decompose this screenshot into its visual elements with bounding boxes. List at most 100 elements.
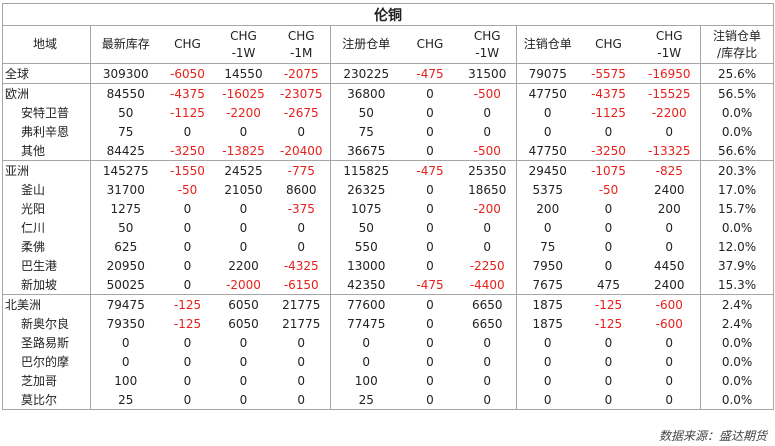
col-header-line: CHG (230, 28, 257, 43)
cancelled-ratio-cell: 0.0% (699, 218, 775, 237)
chg-cell: 0 (183, 335, 192, 350)
chg-1m-cell: -2675 (283, 105, 319, 120)
cancelled-ratio-cell: 2.4% (699, 314, 775, 333)
cancelled-ratio-cell: 0.0% (699, 371, 775, 390)
registered-chg-cell: 0 (426, 201, 434, 216)
chg-1m-cell: 0 (297, 373, 306, 388)
cancelled-warrants-cell: 1875 (516, 314, 579, 333)
registered-chg-1w-cell: -4400 (469, 277, 505, 292)
cancelled-chg-1w-cell: 0 (665, 124, 674, 139)
cancelled-chg-cell: 0 (604, 124, 613, 139)
cancelled-ratio-cell: 12.0% (699, 237, 775, 256)
col-header-line: -1M (290, 45, 313, 60)
registered-chg-1w-cell: 0 (483, 239, 492, 254)
chg-1m-cell: -375 (287, 201, 315, 216)
registered-chg-1w-cell: -500 (473, 143, 501, 158)
latest-stock-cell: 1275 (90, 199, 161, 218)
registered-chg-1w-cell: 6650 (471, 316, 503, 331)
cancelled-chg-1w-cell: 0 (665, 335, 674, 350)
cancelled-warrants-cell: 0 (516, 371, 579, 390)
cancelled-chg-cell: 0 (604, 335, 613, 350)
chg-1w-cell: 21050 (224, 182, 263, 197)
registered-chg-cell: -475 (401, 160, 459, 180)
chg-1m-cell: 0 (297, 239, 306, 254)
cancelled-chg-1w-cell: 0 (665, 220, 674, 235)
chg-cell: 0 (183, 277, 192, 292)
cancelled-ratio-cell: 0.0% (699, 103, 775, 122)
chg-1w-cell: 0 (214, 390, 273, 410)
chg-1w-cell: 0 (239, 239, 248, 254)
chg-1w-cell: 0 (239, 335, 248, 350)
chg-1w-cell: 0 (239, 220, 248, 235)
chg-1w-cell: 0 (239, 124, 248, 139)
cancelled-warrants-cell: 0 (516, 103, 579, 122)
chg-cell: -1550 (160, 160, 215, 180)
latest-stock-cell: 79475 (90, 294, 161, 314)
chg-cell: 0 (183, 373, 192, 388)
registered-chg-1w-cell: 31500 (458, 63, 517, 84)
latest-stock-cell: 0 (90, 333, 161, 352)
registered-chg-cell: 0 (426, 220, 434, 235)
latest-stock-cell: 145275 (90, 160, 161, 180)
cancelled-ratio-cell: 37.9% (699, 256, 775, 275)
registered-chg-cell: 0 (426, 373, 434, 388)
chg-1w-cell: 2200 (228, 258, 259, 273)
registered-chg-cell: 0 (426, 124, 434, 139)
cancelled-ratio-cell: 0.0% (699, 122, 775, 141)
chg-cell: -125 (173, 316, 202, 331)
col-header-line: CHG (416, 37, 444, 51)
cancelled-chg-1w-cell: 200 (657, 201, 681, 216)
chg-cell: 0 (183, 354, 192, 369)
latest-stock-cell: 25 (90, 390, 161, 410)
registered-warrants-cell: 25 (330, 390, 402, 410)
region-cell: 安特卫普 (2, 103, 91, 122)
registered-chg-cell: 0 (426, 182, 434, 197)
cancelled-chg-cell: -50 (598, 182, 619, 197)
table-title: 伦铜 (1, 3, 775, 26)
region-cell: 莫比尔 (2, 390, 91, 410)
cancelled-chg-1w-cell: 2400 (653, 182, 685, 197)
chg-cell: 0 (183, 258, 192, 273)
registered-chg-cell: 0 (426, 335, 434, 350)
region-cell: 全球 (2, 63, 91, 84)
cancelled-warrants-cell: 7675 (516, 275, 579, 295)
region-cell: 圣路易斯 (2, 333, 91, 352)
col-header-line: CHG (473, 28, 501, 43)
chg-1w-cell: 6050 (214, 294, 273, 314)
region-cell: 亚洲 (2, 160, 91, 180)
registered-chg-1w-cell: 0 (483, 220, 492, 235)
registered-warrants-cell: 100 (330, 371, 402, 390)
table-row: 巴生港 20950 0 2200 -4325 13000 0 -2250 7950 0 4450 37… (2, 256, 775, 275)
col-header-line: -1W (475, 45, 500, 60)
cancelled-chg-cell: 0 (578, 390, 639, 410)
table-row: 芝加哥 100 0 0 0 100 0 0 0 0 0 0.0% (2, 371, 775, 390)
registered-chg-1w-cell: -500 (458, 83, 517, 103)
chg-1m-cell: 0 (297, 354, 306, 369)
table-row: 亚洲 145275 -1550 24525 -775 115825 -475 25350 294… (2, 160, 775, 180)
registered-warrants-cell: 77475 (330, 314, 402, 333)
cancelled-warrants-cell: 79075 (516, 63, 579, 84)
latest-stock-cell: 50 (90, 103, 161, 122)
chg-1m-cell: 0 (297, 220, 306, 235)
cancelled-chg-1w-cell: -2200 (651, 105, 687, 120)
table-row: 光阳 1275 0 0 -375 1075 0 -200 200 0 200 15.7% (2, 199, 775, 218)
region-cell: 釜山 (2, 180, 91, 199)
col-header-line: 注册仓单 (342, 37, 391, 51)
table-row: 欧洲 84550 -4375 -16025 -23075 36800 0 -500 47750-… (2, 83, 775, 103)
registered-chg-1w-cell: 18650 (468, 182, 507, 197)
table-row: 其他 84425 -3250 -13825 -20400 36675 0 -500 47750-… (2, 141, 775, 161)
cancelled-ratio-cell: 0.0% (699, 333, 775, 352)
cancelled-warrants-cell: 0 (516, 218, 579, 237)
chg-cell: -3250 (170, 143, 205, 158)
cancelled-warrants-cell: 200 (516, 199, 579, 218)
latest-stock-cell: 75 (90, 122, 161, 141)
registered-warrants-cell: 36800 (330, 83, 402, 103)
region-cell: 北美洲 (2, 294, 91, 314)
registered-warrants-cell: 13000 (330, 256, 402, 275)
col-header-line: 注销仓单 (713, 28, 762, 43)
registered-chg-cell: 0 (401, 83, 459, 103)
cancelled-chg-cell: -5575 (578, 63, 639, 84)
latest-stock-cell: 309300 (90, 63, 161, 84)
data-source-note: 数据来源：盛达期货 (658, 429, 767, 443)
region-cell: 柔佛 (2, 237, 91, 256)
